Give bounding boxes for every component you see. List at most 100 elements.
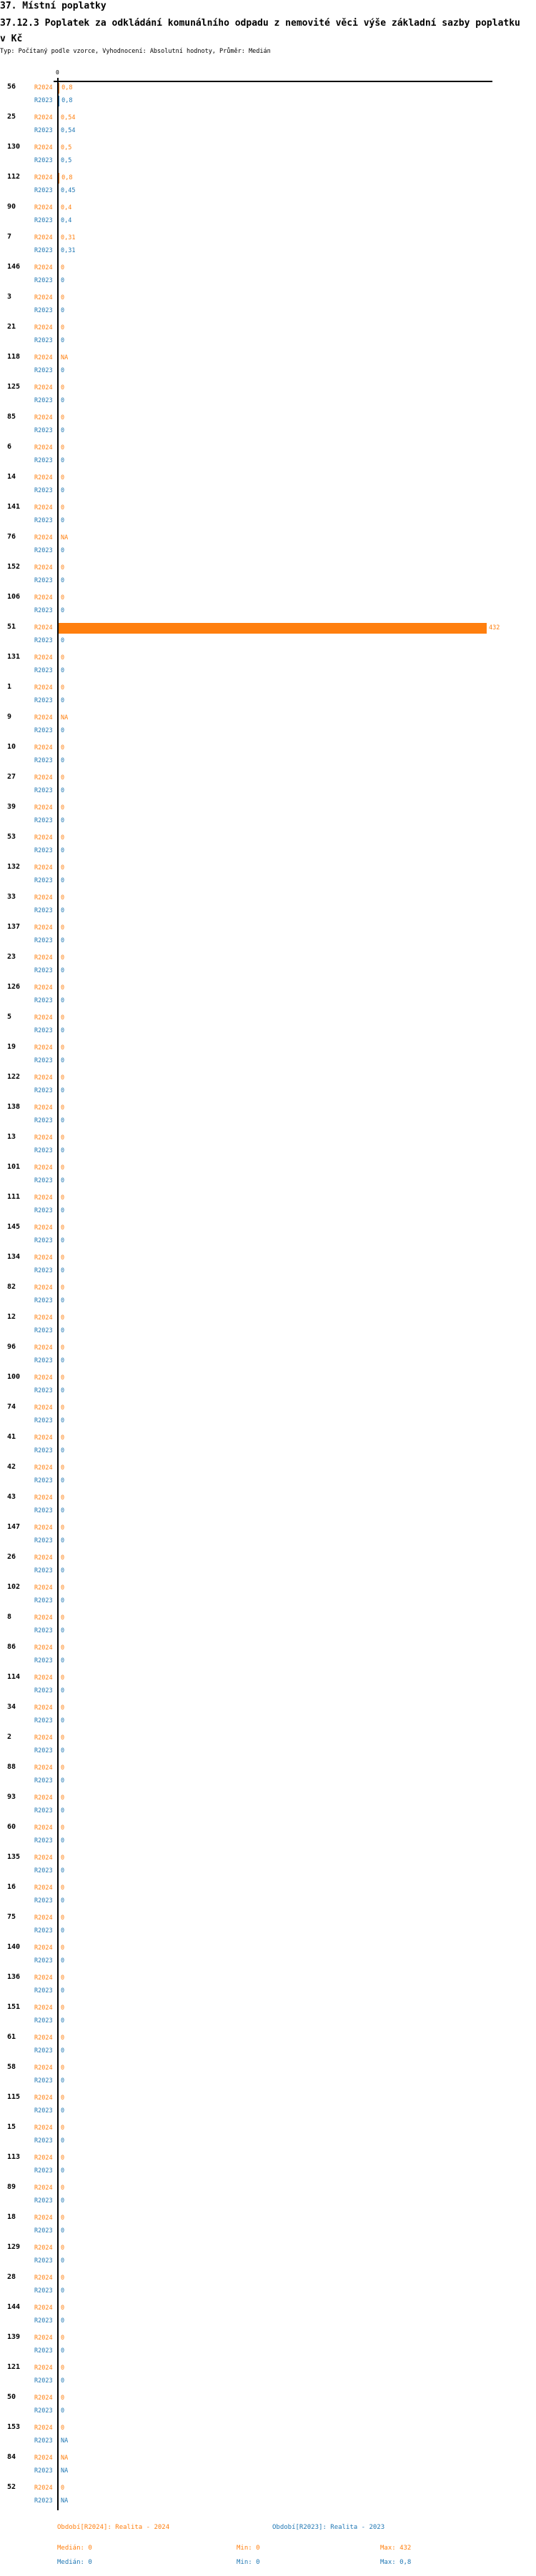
series-label: R2023 xyxy=(34,2257,53,2265)
series-label: R2023 xyxy=(34,2017,53,2025)
series-label: R2023 xyxy=(34,2407,53,2415)
series-label: R2023 xyxy=(34,1327,53,1334)
value-label: 0 xyxy=(61,457,65,464)
series-label: R2024 xyxy=(34,2455,53,2462)
series-label: R2024 xyxy=(34,1794,53,1802)
value-label: 432 xyxy=(489,624,500,631)
series-label: R2024 xyxy=(34,2095,53,2102)
value-label: 0 xyxy=(61,1267,65,1274)
category-label: 8 xyxy=(7,1613,12,1621)
value-label: 0 xyxy=(61,1687,65,1694)
series-label: R2024 xyxy=(34,204,53,211)
category-label: 75 xyxy=(7,1913,16,1921)
series-label: R2023 xyxy=(34,667,53,674)
series-label: R2023 xyxy=(34,1687,53,1694)
series-label: R2024 xyxy=(34,2125,53,2132)
value-label: 0 xyxy=(61,954,65,962)
category-label: 131 xyxy=(7,653,21,661)
series-label: R2023 xyxy=(34,787,53,794)
category-label: 153 xyxy=(7,2423,21,2431)
series-label: R2023 xyxy=(34,2437,53,2445)
series-label: R2024 xyxy=(34,834,53,842)
category-label: 76 xyxy=(7,533,16,541)
value-label: 0 xyxy=(61,1207,65,1214)
value-label: 0 xyxy=(61,1147,65,1154)
series-label: R2024 xyxy=(34,924,53,932)
series-label: R2024 xyxy=(34,894,53,902)
value-label: 0 xyxy=(61,1404,65,1412)
category-label: 106 xyxy=(7,593,21,601)
category-label: 121 xyxy=(7,2363,21,2371)
series-label: R2024 xyxy=(34,1524,53,1532)
series-label: R2024 xyxy=(34,2275,53,2282)
value-label: 0 xyxy=(61,1914,65,1922)
series-label: R2023 xyxy=(34,1777,53,1784)
value-label: 0 xyxy=(61,2347,65,2355)
value-label: NA xyxy=(61,354,69,361)
category-label: 82 xyxy=(7,1283,16,1291)
series-label: R2023 xyxy=(34,1297,53,1304)
series-label: R2024 xyxy=(34,1044,53,1052)
series-label: R2023 xyxy=(34,1597,53,1604)
category-label: 9 xyxy=(7,713,12,721)
value-label: 0 xyxy=(61,1597,65,1604)
category-label: 33 xyxy=(7,893,16,901)
series-label: R2024 xyxy=(34,684,53,692)
value-label: 0,8 xyxy=(61,174,73,181)
category-label: 100 xyxy=(7,1373,21,1381)
series-label: R2024 xyxy=(34,2185,53,2192)
series-label: R2023 xyxy=(34,397,53,404)
value-label: 0 xyxy=(61,594,65,601)
series-label: R2023 xyxy=(34,697,53,704)
value-label: 0 xyxy=(61,1975,65,1982)
value-label: 0 xyxy=(61,2047,65,2055)
category-label: 16 xyxy=(7,1883,16,1891)
value-label: 0 xyxy=(61,1674,65,1682)
value-label: 0 xyxy=(61,1945,65,1952)
category-label: 60 xyxy=(7,1823,16,1831)
series-label: R2024 xyxy=(34,1314,53,1322)
value-label: 0 xyxy=(61,637,65,644)
value-label: 0 xyxy=(61,1854,65,1862)
category-label: 7 xyxy=(7,233,12,241)
series-label: R2023 xyxy=(34,1537,53,1544)
value-label: 0 xyxy=(61,894,65,902)
value-label: 0 xyxy=(61,1627,65,1634)
series-label: R2024 xyxy=(34,84,53,91)
series-label: R2024 xyxy=(34,654,53,662)
category-label: 28 xyxy=(7,2273,16,2281)
category-label: 151 xyxy=(7,2003,21,2011)
value-label: 0,54 xyxy=(61,127,76,134)
series-label: R2023 xyxy=(34,2467,53,2475)
series-label: R2024 xyxy=(34,1854,53,1862)
value-label: 0 xyxy=(61,2155,65,2162)
value-label: 0 xyxy=(61,697,65,704)
series-label: R2023 xyxy=(34,1267,53,1274)
value-label: 0 xyxy=(61,2017,65,2025)
category-label: 126 xyxy=(7,983,21,991)
series-label: R2024 xyxy=(34,114,53,121)
value-label: 0 xyxy=(61,1884,65,1892)
value-label: 0 xyxy=(61,294,65,301)
series-label: R2024 xyxy=(34,1284,53,1292)
series-label: R2024 xyxy=(34,954,53,962)
value-label: 0 xyxy=(61,1794,65,1802)
series-label: R2023 xyxy=(34,1237,53,1244)
category-label: 141 xyxy=(7,503,21,511)
value-label: 0 xyxy=(61,1057,65,1064)
series-label: R2023 xyxy=(34,637,53,644)
value-label: 0 xyxy=(61,2215,65,2222)
series-label: R2024 xyxy=(34,1104,53,1112)
value-label: 0 xyxy=(61,757,65,764)
category-label: 61 xyxy=(7,2033,16,2041)
series-label: R2024 xyxy=(34,294,53,301)
series-label: R2024 xyxy=(34,264,53,271)
category-label: 52 xyxy=(7,2483,16,2491)
series-label: R2024 xyxy=(34,1134,53,1142)
series-label: R2024 xyxy=(34,804,53,812)
series-label: R2024 xyxy=(34,1014,53,1022)
min-2023: Min: 0 xyxy=(237,2559,260,2566)
legend-r2024: Období[R2024]: Realita - 2024 xyxy=(57,2524,170,2531)
series-label: R2023 xyxy=(34,517,53,524)
section-title: 37. Místní poplatky xyxy=(0,1,106,11)
